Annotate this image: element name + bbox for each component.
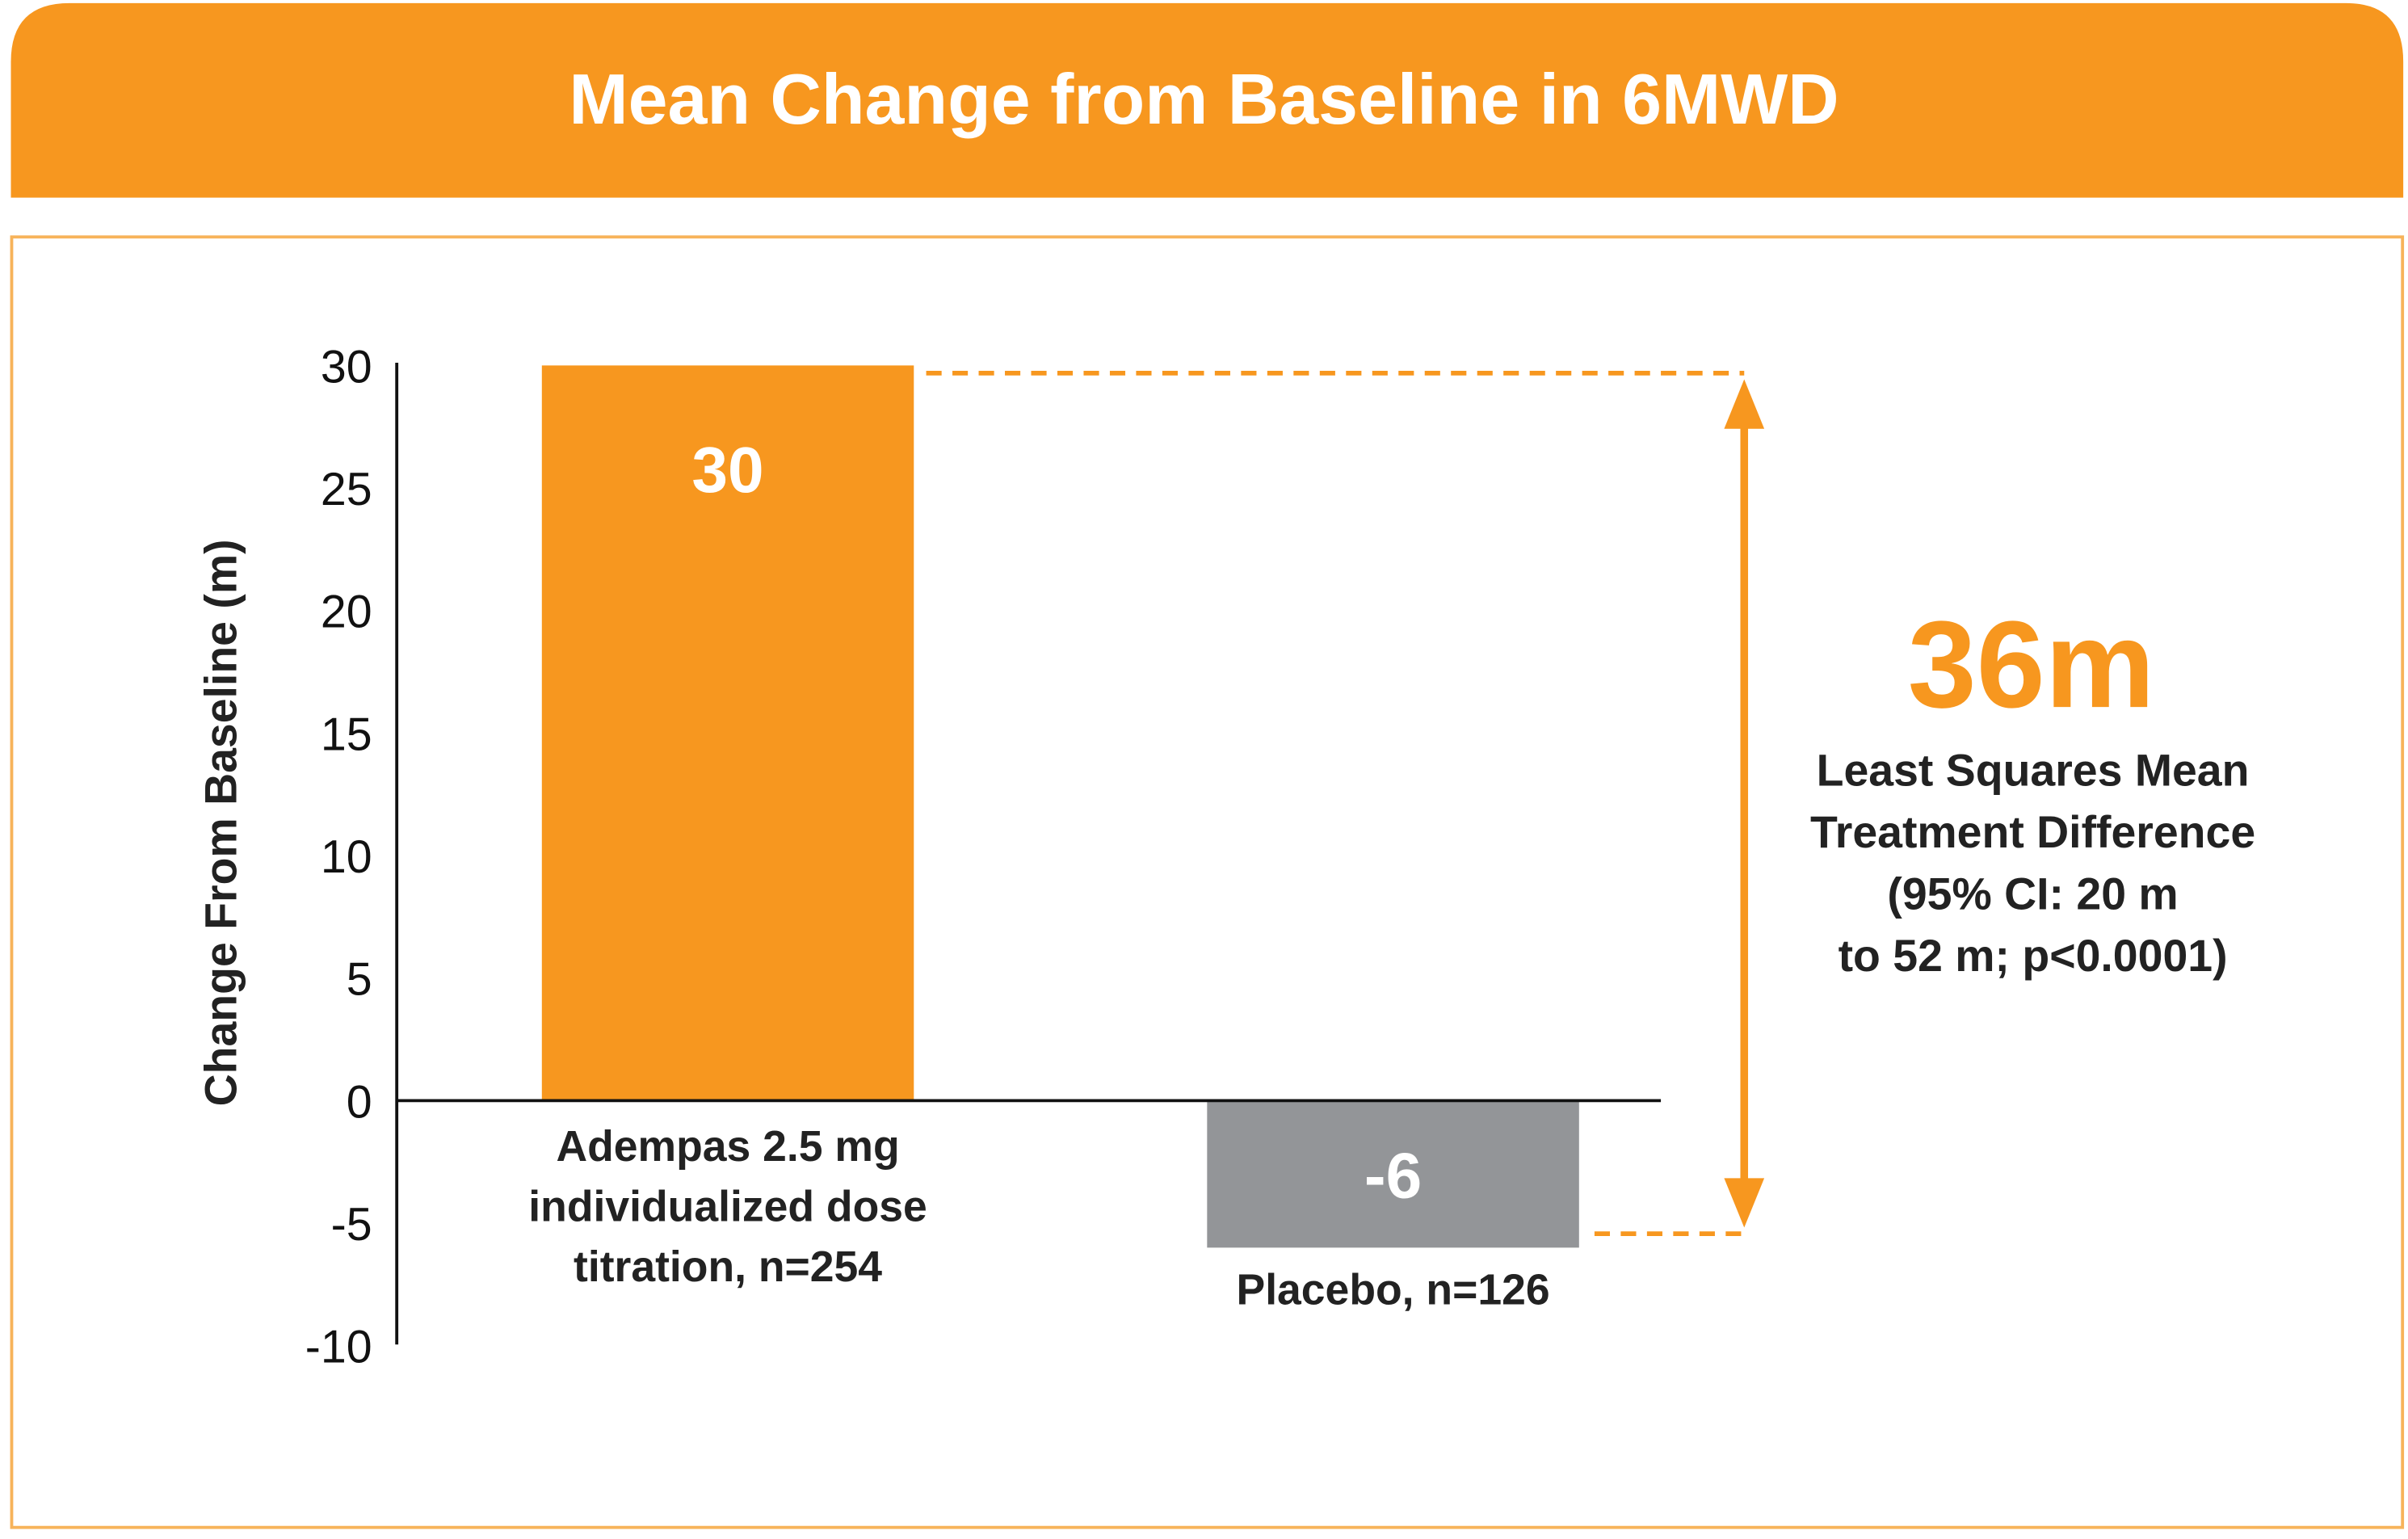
y-tick-label: 0	[347, 1076, 372, 1128]
category-label: Adempas 2.5 mg	[556, 1123, 899, 1171]
data-label: 30	[691, 434, 763, 507]
arrow-up-icon	[1724, 379, 1765, 429]
y-tick-label: -5	[331, 1199, 372, 1251]
y-tick-label: 5	[347, 954, 372, 1006]
header-banner	[11, 2, 2404, 198]
difference-note: Least Squares Mean	[1817, 746, 2250, 796]
bar	[1207, 1100, 1579, 1248]
chart-panel	[10, 235, 2405, 1529]
chart-title: Mean Change from Baseline in 6MWD	[569, 59, 1839, 139]
category-label: titration, n=254	[574, 1243, 882, 1291]
data-label: -6	[1364, 1140, 1422, 1213]
y-tick-label: 30	[321, 341, 372, 393]
y-tick-label: 20	[321, 587, 372, 638]
difference-value: 36m	[1908, 596, 2155, 734]
category-label: individualized dose	[528, 1183, 927, 1230]
y-tick-label: 25	[321, 464, 372, 515]
y-tick-label: -10	[305, 1322, 372, 1373]
bar	[541, 365, 914, 1101]
y-axis-label: Change From Baseline (m)	[195, 539, 246, 1106]
category-label: Placebo, n=126	[1237, 1267, 1550, 1314]
difference-note: to 52 m; p<0.0001)	[1839, 931, 2228, 981]
difference-note: (95% CI: 20 m	[1887, 868, 2178, 919]
difference-note: Treatment Difference	[1810, 807, 2255, 857]
y-tick-label: 15	[321, 709, 372, 760]
y-tick-label: 10	[321, 831, 372, 883]
arrow-down-icon	[1724, 1178, 1765, 1228]
